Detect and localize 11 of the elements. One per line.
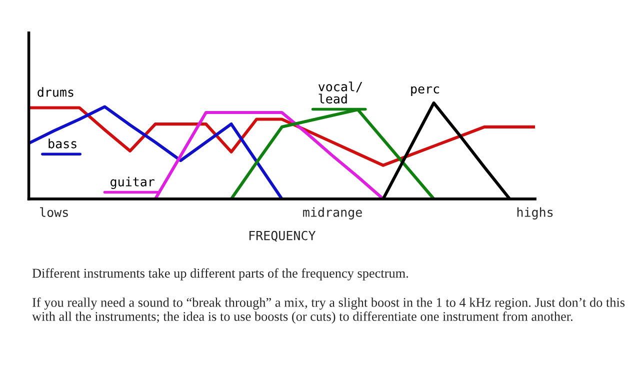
series-label: bass <box>48 138 76 148</box>
text: If you really need a sound to “break through” a mix, try a slight boost in the 1 to 4 kHz region. Just don’t do this with all the instruments; the idea is to use boosts (or cuts) to differentiate one instrument from another. <box>32 297 625 324</box>
text: Different instruments take up different parts of the frequency spectrum. <box>32 268 408 280</box>
series-label: perc <box>411 86 440 96</box>
series-label: guitar <box>110 176 154 189</box>
x-tick-label: midrange <box>303 207 362 220</box>
series-label: drums <box>38 87 74 97</box>
x-axis-title: FREQUENCY <box>249 230 316 242</box>
x-tick-label: lows <box>40 207 68 217</box>
series-label: vocal/ lead <box>318 82 362 104</box>
x-tick-label: highs <box>517 207 553 220</box>
